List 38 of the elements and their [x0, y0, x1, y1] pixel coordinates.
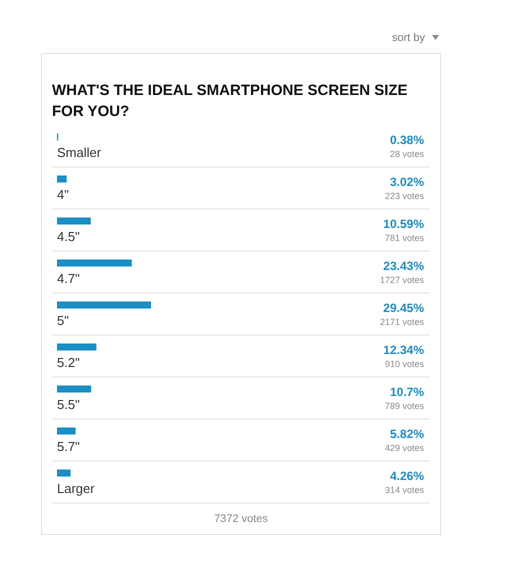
data-label: 12.34% [383, 343, 424, 357]
text: 1727 votes [380, 275, 424, 285]
text: 223 votes [384, 191, 424, 201]
data-label: 10.59% [383, 217, 424, 231]
y-tick-label: 4.5" [57, 229, 80, 244]
y-tick-label: Smaller [57, 145, 102, 160]
bar [57, 470, 71, 476]
bar [57, 344, 96, 350]
text: 789 votes [384, 401, 424, 411]
y-tick-label: 5" [57, 313, 70, 328]
data-label: 5.82% [390, 427, 424, 441]
bar [57, 176, 67, 182]
data-label: 0.38% [390, 133, 424, 147]
text: 429 votes [384, 443, 424, 453]
bar [57, 428, 76, 434]
text: 314 votes [384, 485, 424, 495]
y-tick-label: 5.5" [57, 397, 80, 412]
y-tick-label: 4" [57, 187, 70, 202]
data-label: 10.7% [390, 385, 424, 399]
text: 781 votes [384, 233, 424, 243]
text: 2171 votes [380, 317, 424, 327]
bar [57, 386, 92, 392]
data-label: 23.43% [383, 259, 424, 273]
text: 28 votes [390, 149, 424, 159]
bar [57, 218, 91, 224]
text: sort by [392, 32, 426, 44]
text: 7372 votes [214, 513, 268, 525]
y-tick-label: 4.7" [57, 271, 80, 286]
data-label: 3.02% [390, 175, 424, 189]
data-label: 29.45% [383, 301, 424, 315]
bar [57, 302, 151, 308]
text: 910 votes [384, 359, 424, 369]
y-tick-label: 5.2" [57, 355, 80, 370]
text: WHAT'S THE IDEAL SMARTPHONE SCREEN SIZE FOR YOU? [52, 82, 408, 120]
data-label: 4.26% [390, 469, 424, 483]
bar [57, 260, 132, 266]
y-tick-label: Larger [57, 481, 96, 496]
y-tick-label: 5.7" [57, 439, 80, 454]
